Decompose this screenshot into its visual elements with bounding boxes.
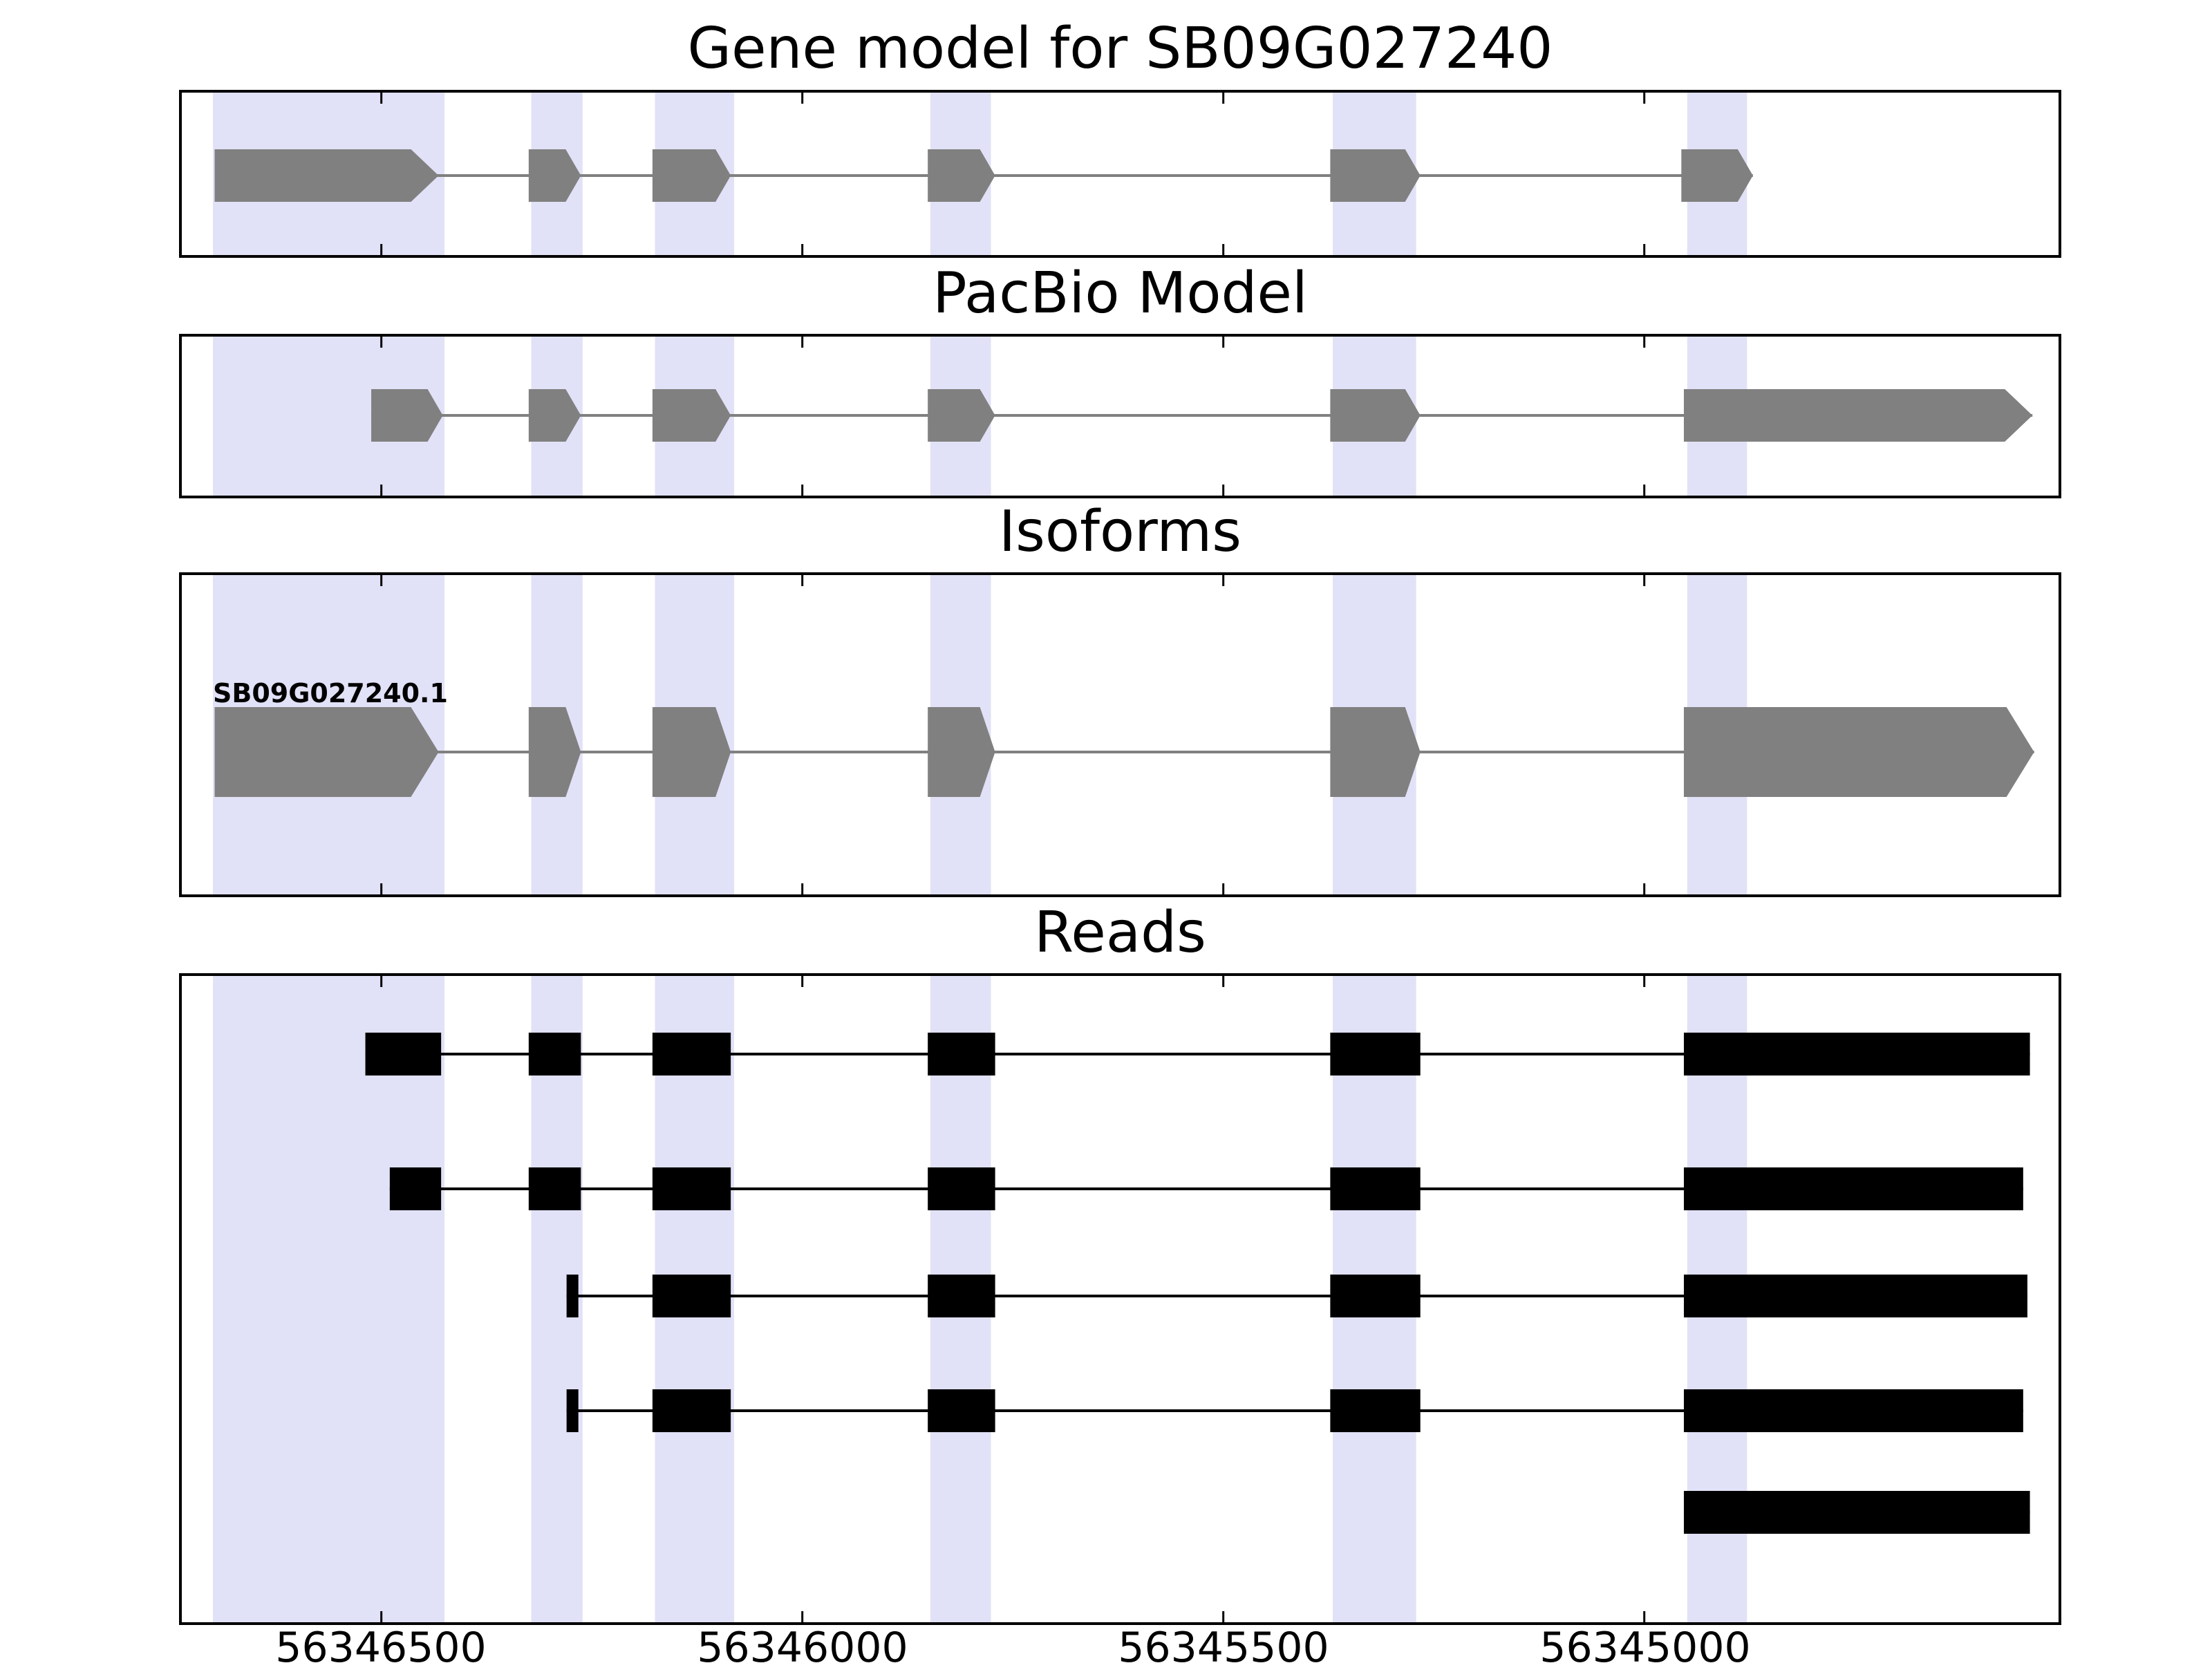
read-exon <box>1330 1033 1421 1075</box>
track-canvas <box>213 337 2033 496</box>
x-tick-label-2: 56346000 <box>697 1624 908 1672</box>
title-pacbio-model: PacBio Model <box>932 261 1308 326</box>
read-exon <box>928 1389 995 1432</box>
isoform-id-label: SB09G027240.1 <box>213 678 448 708</box>
read-exon <box>365 1033 442 1075</box>
exon-arrow <box>652 707 731 797</box>
read-exon <box>652 1389 731 1432</box>
exon-arrow <box>1330 149 1421 202</box>
read-exon <box>652 1275 731 1317</box>
track-canvas <box>213 575 2034 894</box>
read-exon <box>928 1167 995 1210</box>
read-exon <box>928 1275 995 1317</box>
panel-isoforms: SB09G027240.1 <box>179 572 2061 897</box>
x-tick-label-3: 56345500 <box>1118 1624 1329 1672</box>
read-exon <box>566 1275 579 1317</box>
title-gene-model: Gene model for SB09G027240 <box>687 16 1553 82</box>
exon-arrow <box>371 389 443 442</box>
read-exon <box>528 1033 581 1075</box>
read-exon <box>1683 1275 2027 1317</box>
read-exon <box>1683 1167 2023 1210</box>
read-exon <box>389 1167 442 1210</box>
read-exon <box>652 1033 731 1075</box>
exon-arrow <box>1681 149 1753 202</box>
exon-arrow <box>928 707 995 797</box>
title-reads: Reads <box>1034 900 1206 966</box>
read-exon <box>652 1167 731 1210</box>
read-exon <box>1330 1275 1421 1317</box>
exon-arrow <box>652 389 731 442</box>
exon-arrow <box>652 149 731 202</box>
exon-arrow <box>1330 707 1421 797</box>
read-exon <box>1330 1389 1421 1432</box>
panel-reads <box>179 973 2061 1625</box>
read-exon <box>1683 1033 2030 1075</box>
title-isoforms: Isoforms <box>999 499 1241 565</box>
exon-arrow <box>528 707 581 797</box>
track-canvas <box>213 93 1753 255</box>
exon-arrow <box>1330 389 1421 442</box>
x-tick-label-1: 56346500 <box>275 1624 487 1672</box>
read-exon <box>1683 1491 2030 1534</box>
exon-arrow <box>528 149 581 202</box>
read-exon <box>1330 1167 1421 1210</box>
exon-arrow <box>528 389 581 442</box>
exon-arrow <box>214 149 439 202</box>
read-exon <box>1683 1389 2023 1432</box>
x-tick-label-4: 56345000 <box>1539 1624 1751 1672</box>
read-exon <box>566 1389 579 1432</box>
panel-pacbio-model <box>179 334 2061 498</box>
exon-arrow <box>1683 389 2033 442</box>
read-exon <box>928 1033 995 1075</box>
exon-arrow <box>928 149 995 202</box>
track-canvas <box>213 976 2030 1622</box>
exon-arrow <box>1683 707 2034 797</box>
exon-arrow <box>214 707 439 797</box>
panel-gene-model <box>179 90 2061 258</box>
exon-highlight-band <box>213 976 445 1622</box>
exon-arrow <box>928 389 995 442</box>
read-exon <box>528 1167 581 1210</box>
